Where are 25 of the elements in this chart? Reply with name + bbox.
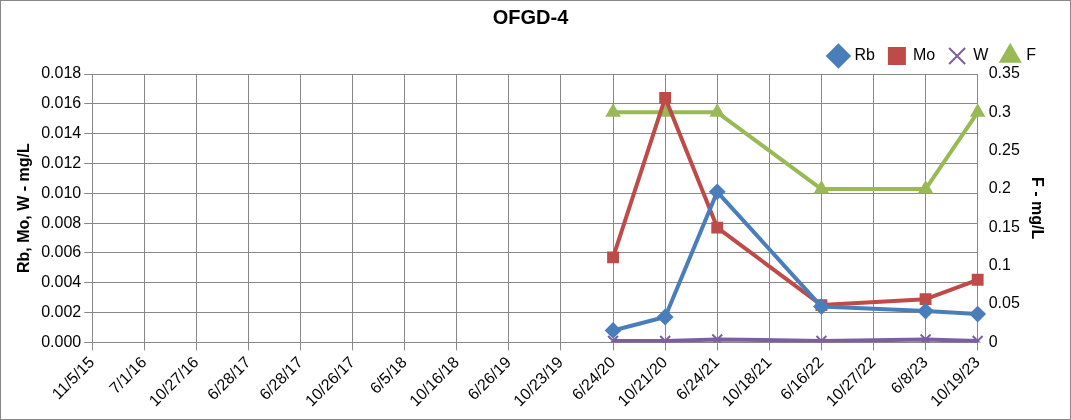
legend-label: Mo [912, 46, 936, 64]
y-tick-label: 0.002 [41, 302, 82, 320]
y2-tick-label: 0.35 [988, 64, 1020, 82]
y2-tick-label: 0.05 [988, 294, 1020, 312]
legend-label: Rb [854, 46, 875, 64]
y2-tick-label: 0.1 [988, 256, 1011, 274]
y2-tick-label: 0.25 [988, 141, 1020, 159]
chart-title: OFGD-4 [492, 5, 570, 28]
y-tick-label: 0.010 [41, 183, 82, 201]
y-axis-title: Rb, Mo, W - mg/L [15, 143, 33, 274]
y2-tick-label: 0 [988, 332, 998, 350]
legend-label: F [1026, 46, 1037, 64]
legend-label: W [973, 46, 990, 64]
y-tick-label: 0.006 [41, 243, 82, 261]
y-tick-label: 0.014 [41, 124, 82, 142]
y-tick-label: 0.016 [41, 94, 82, 112]
y2-tick-label: 0.3 [988, 102, 1011, 120]
y2-axis-title: F - mg/L [1028, 177, 1046, 240]
y-tick-label: 0.012 [41, 153, 82, 171]
y-tick-label: 0.008 [41, 213, 82, 231]
y-tick-label: 0.018 [41, 64, 82, 82]
y2-tick-label: 0.15 [988, 217, 1020, 235]
y-tick-label: 0.000 [41, 332, 82, 350]
y2-tick-label: 0.2 [988, 179, 1011, 197]
y-tick-label: 0.004 [41, 273, 82, 291]
